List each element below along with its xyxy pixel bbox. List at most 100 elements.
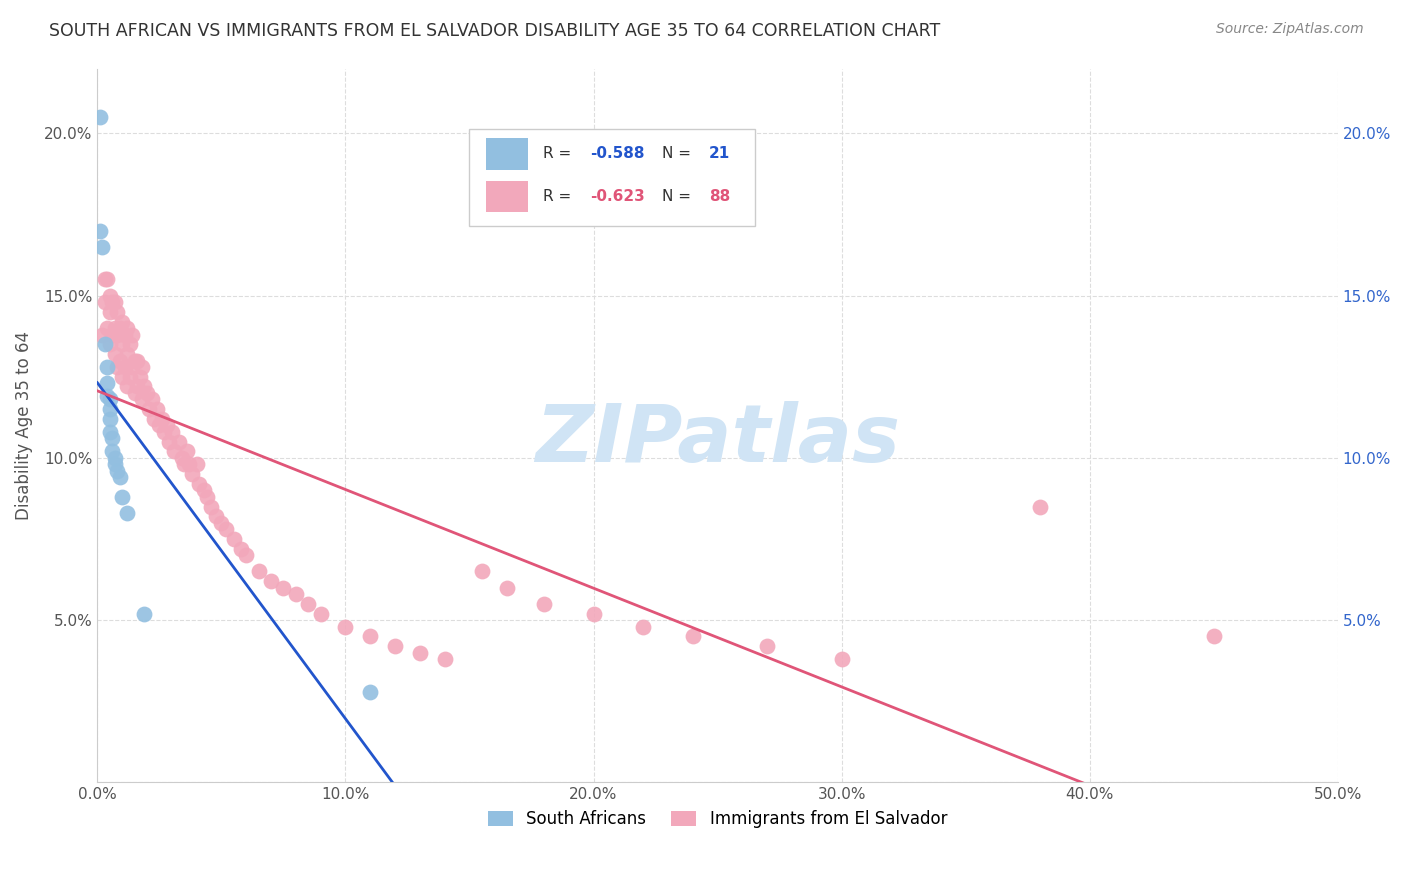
Point: [96, 272, 118, 286]
Point: [101, 444, 124, 458]
Point: [231, 541, 253, 556]
Point: [105, 305, 128, 319]
Point: [148, 418, 170, 433]
Point: [108, 470, 131, 484]
Point: [111, 337, 134, 351]
Point: [91, 327, 114, 342]
Y-axis label: Disability Age 35 to 64: Disability Age 35 to 64: [15, 331, 32, 520]
Point: [188, 476, 211, 491]
Point: [111, 369, 134, 384]
Point: [163, 444, 186, 458]
Point: [104, 458, 127, 472]
Point: [273, 581, 295, 595]
Point: [131, 392, 153, 407]
Point: [136, 386, 159, 401]
Text: N =: N =: [662, 146, 696, 161]
Point: [335, 619, 357, 633]
Point: [98, 305, 121, 319]
Point: [153, 425, 176, 439]
Point: [173, 458, 195, 472]
Text: SOUTH AFRICAN VS IMMIGRANTS FROM EL SALVADOR DISABILITY AGE 35 TO 64 CORRELATION: SOUTH AFRICAN VS IMMIGRANTS FROM EL SALV…: [49, 22, 941, 40]
Point: [1202, 629, 1225, 643]
Point: [96, 389, 118, 403]
Point: [89, 224, 111, 238]
Point: [114, 327, 136, 342]
Legend: South Africans, Immigrants from El Salvador: South Africans, Immigrants from El Salva…: [481, 804, 953, 835]
Point: [91, 240, 114, 254]
Point: [209, 516, 232, 530]
Point: [143, 412, 166, 426]
Point: [121, 327, 143, 342]
Point: [309, 607, 332, 621]
Point: [409, 646, 432, 660]
Point: [433, 652, 456, 666]
Point: [297, 597, 319, 611]
Point: [98, 425, 121, 439]
Point: [180, 467, 202, 482]
Point: [170, 450, 193, 465]
Point: [756, 639, 779, 653]
Point: [114, 359, 136, 374]
Point: [89, 110, 111, 124]
Point: [118, 369, 141, 384]
Point: [104, 295, 127, 310]
Text: R =: R =: [543, 189, 576, 204]
Point: [195, 490, 218, 504]
Text: -0.588: -0.588: [589, 146, 644, 161]
Point: [98, 402, 121, 417]
Point: [115, 347, 138, 361]
FancyBboxPatch shape: [470, 129, 755, 226]
Point: [138, 402, 160, 417]
Point: [134, 379, 156, 393]
Text: R =: R =: [543, 146, 576, 161]
Point: [121, 359, 143, 374]
Point: [384, 639, 406, 653]
Point: [96, 376, 118, 391]
Point: [101, 295, 124, 310]
Point: [141, 392, 163, 407]
Point: [215, 522, 238, 536]
Point: [205, 509, 228, 524]
Point: [131, 359, 153, 374]
Point: [105, 327, 128, 342]
Point: [128, 369, 150, 384]
Point: [471, 565, 494, 579]
Point: [235, 548, 257, 562]
Point: [98, 392, 121, 407]
Point: [94, 337, 117, 351]
Point: [157, 434, 180, 449]
Point: [247, 565, 270, 579]
FancyBboxPatch shape: [485, 181, 527, 212]
Point: [179, 458, 201, 472]
Point: [186, 458, 208, 472]
Point: [111, 490, 134, 504]
Point: [98, 337, 121, 351]
Point: [167, 434, 190, 449]
Point: [98, 288, 121, 302]
Point: [1029, 500, 1052, 514]
Point: [124, 386, 146, 401]
Point: [359, 629, 381, 643]
Point: [495, 581, 517, 595]
Text: N =: N =: [662, 189, 696, 204]
Point: [176, 444, 198, 458]
Point: [156, 418, 179, 433]
Point: [200, 500, 222, 514]
Point: [104, 321, 127, 335]
Point: [359, 684, 381, 698]
Point: [94, 272, 117, 286]
Point: [115, 321, 138, 335]
Point: [94, 295, 117, 310]
Point: [134, 607, 156, 621]
Point: [284, 587, 307, 601]
Point: [115, 506, 138, 520]
Point: [118, 337, 141, 351]
Point: [96, 359, 118, 374]
Text: 21: 21: [709, 146, 730, 161]
Point: [101, 431, 124, 445]
Point: [111, 315, 134, 329]
Point: [98, 412, 121, 426]
Point: [101, 327, 124, 342]
Point: [831, 652, 853, 666]
Point: [96, 321, 118, 335]
